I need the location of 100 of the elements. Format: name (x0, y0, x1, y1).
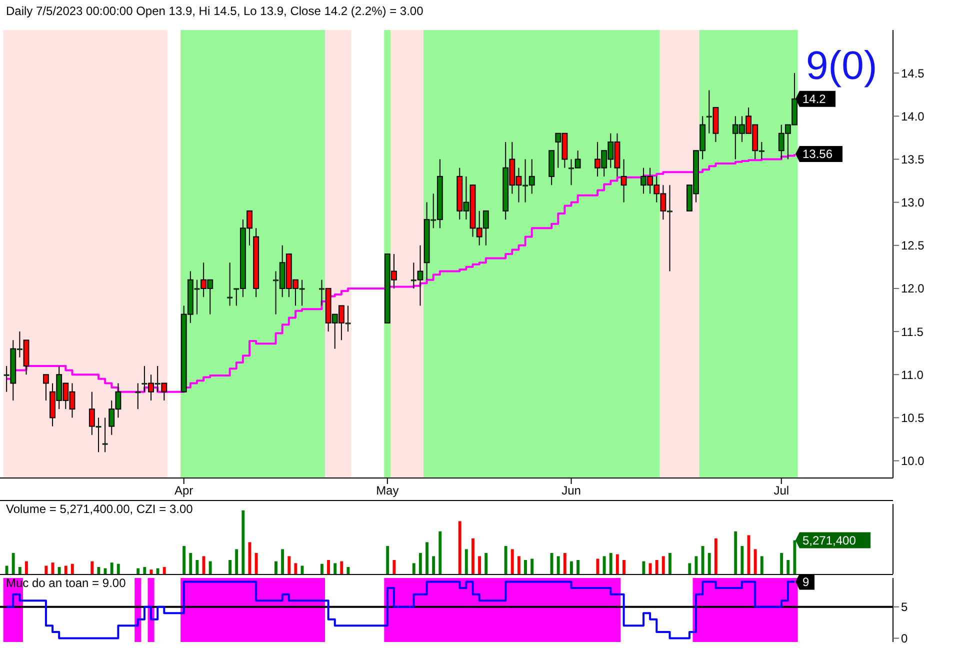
bar (392, 560, 396, 574)
bar (786, 560, 790, 574)
bar (12, 553, 15, 574)
bar (97, 567, 100, 574)
bar (334, 563, 337, 574)
bar (320, 564, 324, 574)
bar (760, 556, 764, 574)
bar (708, 553, 711, 574)
bar (156, 568, 160, 574)
bar (694, 556, 698, 574)
candlestick (620, 158, 627, 203)
x-tick-label: Jul (774, 484, 790, 498)
bar (346, 567, 350, 574)
bar (642, 561, 646, 574)
annotation: 5,271,400 (802, 533, 856, 548)
bar (510, 549, 514, 574)
bar (248, 542, 252, 574)
bar (189, 553, 192, 574)
y-tick-label: 10.5 (901, 410, 925, 425)
y-tick-label: 5 (901, 600, 908, 614)
bar (58, 567, 61, 574)
y-tick-label: 13.0 (901, 196, 925, 210)
bar (458, 521, 462, 574)
annotation: 9(0) (806, 44, 878, 89)
y-tick-label: 14.5 (901, 66, 925, 80)
bar (116, 564, 120, 574)
bar (484, 553, 488, 574)
bar (622, 560, 626, 574)
bar (668, 553, 672, 574)
chart-title: Volume = 5,271,400.00, CZI = 3.00 (5, 502, 194, 516)
bar (662, 556, 665, 574)
x-tick-label: Apr (174, 484, 194, 498)
bar (51, 562, 54, 574)
bar (182, 546, 186, 574)
bar (196, 560, 199, 574)
x-tick-label: May (376, 484, 399, 498)
bar (44, 566, 48, 574)
bar (438, 531, 442, 574)
y-tick-label: 13.5 (901, 152, 925, 166)
bar (242, 510, 245, 574)
bar (517, 556, 520, 574)
bar (616, 554, 619, 574)
bar (136, 568, 140, 574)
bar (340, 561, 344, 574)
bar (412, 563, 416, 574)
y-tick-label: 12.0 (901, 282, 925, 296)
annotation: 13.56 (802, 147, 833, 162)
bar (327, 560, 330, 574)
bar (524, 560, 527, 574)
y-tick-label: 0 (901, 631, 908, 646)
bar (235, 549, 238, 574)
bar (793, 540, 796, 574)
bar (281, 549, 284, 574)
y-tick-label: 14.0 (901, 109, 925, 124)
bar (478, 556, 482, 574)
bar (701, 546, 704, 574)
y-tick-label: 12.5 (901, 238, 925, 253)
bar (143, 567, 146, 574)
bar (563, 553, 566, 574)
bar (70, 564, 74, 574)
bar (596, 558, 600, 574)
bar (426, 542, 428, 574)
bar (228, 560, 232, 574)
bar (734, 531, 738, 574)
bar (754, 549, 757, 574)
bar (464, 549, 468, 574)
candlestick (102, 417, 108, 453)
bar (110, 562, 114, 574)
bar (471, 538, 474, 574)
bar (386, 546, 390, 574)
bar (90, 561, 94, 574)
chart-title: Daily 7/5/2023 00:00:00 Open 13.9, Hi 14.5, Lo 13.9, Close 14.2 (2.2%) = 3.00 (4, 4, 426, 18)
bar (780, 553, 784, 574)
x-tick-label: Jun (562, 484, 581, 498)
bar (150, 570, 153, 574)
bar (64, 566, 68, 574)
bar (294, 563, 298, 574)
bar (576, 560, 580, 574)
bar (556, 556, 560, 574)
bar (18, 567, 22, 574)
y-tick-label: 11.0 (901, 368, 924, 382)
bar (24, 561, 28, 574)
bar (714, 538, 718, 574)
y-tick-label: 10.0 (901, 454, 925, 468)
bar (602, 556, 606, 574)
bar (162, 567, 166, 574)
candlestick (135, 382, 141, 410)
bar (740, 546, 744, 574)
bar (530, 558, 534, 574)
bar (655, 560, 658, 574)
bar (609, 553, 612, 574)
y-tick-label: 11.5 (901, 324, 924, 339)
bar (432, 556, 436, 574)
annotation: 14.2 (802, 92, 826, 106)
bar (288, 556, 291, 574)
bar (254, 553, 258, 574)
candlestick (227, 262, 233, 306)
bar (208, 561, 212, 574)
bar (570, 561, 573, 574)
bar (688, 563, 692, 574)
